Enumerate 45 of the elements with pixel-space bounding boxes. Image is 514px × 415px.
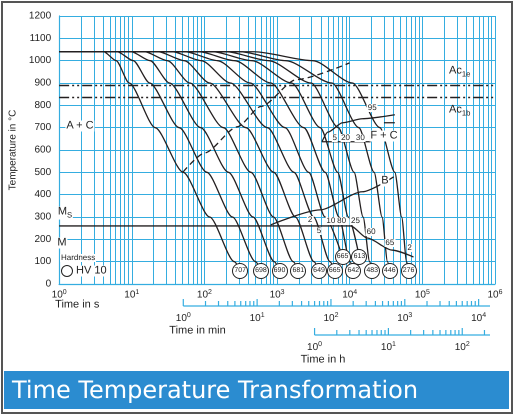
annotation: Hardness [60,253,96,262]
annotation: 25 [350,216,361,225]
annotation: 65 [384,238,396,247]
text: Time in min [169,324,226,336]
annotation: 60 [366,226,377,236]
y-axis-title: Temperature in °C [8,110,18,190]
annotation: A + C [65,120,95,132]
y-tick-label: 900 [34,78,52,88]
annotation: M [56,236,68,248]
y-tick-label: 1200 [28,10,52,22]
y-tick-label: 500 [34,166,52,178]
y-tick-label: 200 [34,234,52,245]
text: 10$^{2}$ [323,312,338,324]
annotation: 2 [306,214,314,224]
y-tick-label: 400 [34,189,52,200]
text: Time in h [300,354,346,366]
text: 10$^{3}$ [397,312,412,324]
annotation: 5 [316,226,322,235]
y-tick-label: 1100 [30,32,52,44]
text: 10$^{0}$ [307,340,322,354]
y-tick-label: 300 [34,212,52,222]
y-tick-label: 1000 [28,55,52,66]
y-tick-label: 0 [46,278,52,290]
text: Time Temperature Transformation [4,371,509,409]
text: 10$^{2}$ [454,340,470,354]
y-tick-label: 600 [34,144,52,156]
annotation: 30 [354,132,366,142]
y-tick-label: 800 [34,100,52,111]
text: 10$^{1}$ [250,312,265,324]
annotation: F + C [369,130,399,142]
y-tick-label: 700 [34,122,52,134]
annotation: 5 [332,132,338,142]
annotation: 80 [336,216,348,225]
annotation: 95 [366,102,378,112]
annotation: M$_{S}$ [56,206,74,220]
annotation: 20 [340,132,352,142]
text: 10$^{0}$ [176,312,191,324]
text: 10$^{4}$ [471,312,486,324]
x-axis-title: Time in s [55,298,100,310]
annotation: 10 [325,216,336,225]
annotation: HV 10 [75,264,108,276]
annotation: B [380,174,390,187]
text: 10$^{1}$ [380,340,396,354]
annotation: 2 [406,243,413,252]
y-tick-label: 100 [34,256,52,268]
